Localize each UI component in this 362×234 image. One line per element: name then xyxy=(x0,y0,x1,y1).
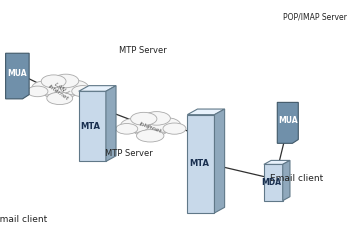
Polygon shape xyxy=(79,91,106,161)
Ellipse shape xyxy=(143,112,171,125)
Text: Internet: Internet xyxy=(138,121,163,134)
Ellipse shape xyxy=(131,112,157,125)
Polygon shape xyxy=(277,102,298,143)
Ellipse shape xyxy=(163,123,186,134)
Polygon shape xyxy=(283,161,290,201)
Ellipse shape xyxy=(121,118,149,132)
Polygon shape xyxy=(188,115,214,213)
Text: MTP Server: MTP Server xyxy=(105,149,152,157)
Ellipse shape xyxy=(47,92,73,105)
Text: MTA: MTA xyxy=(80,122,101,131)
Text: MTA: MTA xyxy=(189,159,209,168)
Text: Email client: Email client xyxy=(0,215,48,224)
Text: Email client: Email client xyxy=(270,174,324,183)
Polygon shape xyxy=(214,109,224,213)
Polygon shape xyxy=(188,109,224,115)
Polygon shape xyxy=(264,164,283,201)
Text: POP/IMAP Server: POP/IMAP Server xyxy=(283,12,347,21)
Ellipse shape xyxy=(27,86,48,97)
Ellipse shape xyxy=(53,74,79,88)
Ellipse shape xyxy=(131,118,169,137)
Polygon shape xyxy=(106,86,116,161)
Ellipse shape xyxy=(136,130,164,142)
Ellipse shape xyxy=(60,80,88,95)
Text: MTP Server: MTP Server xyxy=(119,46,167,55)
Ellipse shape xyxy=(42,81,78,99)
Ellipse shape xyxy=(72,86,93,97)
Text: MUA: MUA xyxy=(8,69,27,78)
Polygon shape xyxy=(264,161,290,164)
Polygon shape xyxy=(79,86,116,91)
Polygon shape xyxy=(5,53,29,99)
Ellipse shape xyxy=(116,124,138,134)
Text: MUA: MUA xyxy=(278,116,298,125)
Text: LAN /
Internet: LAN / Internet xyxy=(47,79,73,101)
Ellipse shape xyxy=(151,117,181,132)
Text: MDA: MDA xyxy=(261,178,282,187)
Ellipse shape xyxy=(41,75,66,88)
Ellipse shape xyxy=(32,81,59,95)
